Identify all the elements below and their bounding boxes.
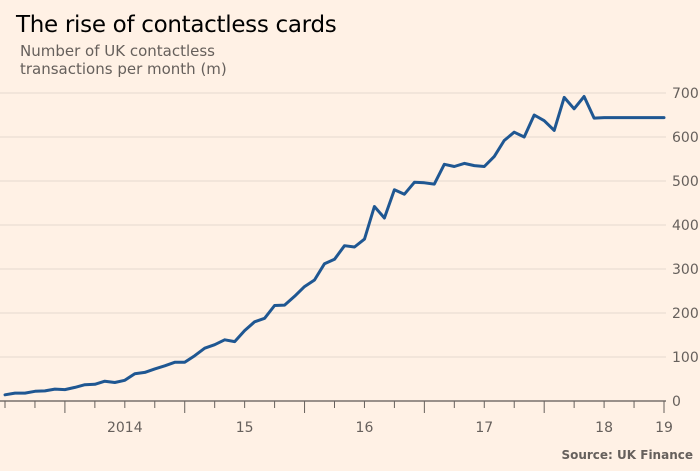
source-note: Source: UK Finance — [561, 448, 693, 462]
x-tick-label: 17 — [475, 420, 493, 436]
y-tick-label: 200 — [672, 306, 699, 322]
x-tick-label: 16 — [356, 420, 374, 436]
y-tick-label: 300 — [672, 262, 699, 278]
x-tick-label: 15 — [236, 420, 254, 436]
x-tick-label: 19 — [655, 420, 673, 436]
chart-title: The rise of contactless cards — [16, 12, 337, 38]
y-tick-label: 100 — [672, 350, 699, 366]
y-tick-label: 0 — [672, 394, 681, 410]
y-tick-label: 500 — [672, 174, 699, 190]
x-tick-label: 18 — [595, 420, 613, 436]
chart-subtitle: Number of UK contactless transactions pe… — [20, 42, 227, 78]
y-tick-label: 700 — [672, 86, 699, 102]
y-tick-label: 400 — [672, 218, 699, 234]
y-tick-label: 600 — [672, 130, 699, 146]
series-line — [3, 95, 666, 397]
x-tick-label: 2014 — [107, 420, 143, 436]
